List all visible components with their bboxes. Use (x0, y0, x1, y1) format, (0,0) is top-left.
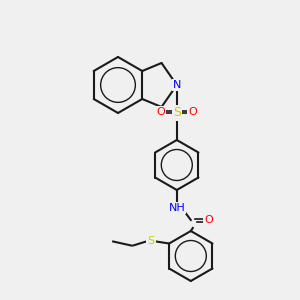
Text: NH: NH (168, 203, 185, 213)
Text: S: S (148, 236, 155, 247)
Text: N: N (172, 80, 181, 90)
Text: S: S (173, 106, 181, 119)
Text: O: O (156, 107, 165, 117)
Text: O: O (188, 107, 197, 117)
Text: O: O (204, 215, 213, 225)
